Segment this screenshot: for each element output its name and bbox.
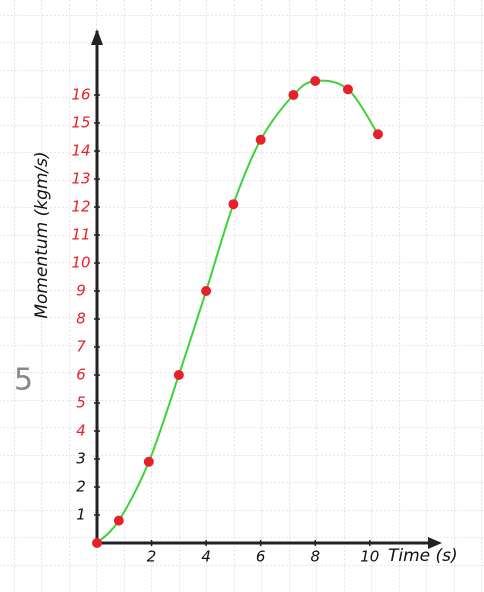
x-tick-label: 2 — [147, 548, 157, 566]
data-point — [288, 90, 298, 100]
y-tick-label: 3 — [76, 450, 86, 468]
x-axis-label: Time (s) — [388, 546, 458, 566]
x-tick-label: 8 — [310, 548, 320, 566]
y-tick-label: 5 — [76, 394, 86, 412]
y-tick-label: 16 — [71, 86, 90, 104]
data-point — [310, 76, 320, 86]
y-tick-label: 1 — [76, 506, 86, 524]
data-point — [256, 135, 266, 145]
y-tick-label: 8 — [76, 310, 86, 328]
y-tick-label: 10 — [71, 254, 90, 272]
data-point — [201, 286, 211, 296]
x-tick-label: 10 — [360, 548, 379, 566]
y-tick-label: 11 — [71, 226, 90, 244]
data-point — [114, 516, 124, 526]
data-point — [92, 538, 102, 548]
y-tick-label: 2 — [76, 478, 86, 496]
y-tick-label: 6 — [76, 366, 86, 384]
y-tick-label: 14 — [71, 142, 90, 160]
data-point — [174, 370, 184, 380]
data-point — [144, 457, 154, 467]
y-tick-label: 13 — [71, 170, 90, 188]
y-axis-label: Momentum (kgm/s) — [32, 151, 52, 318]
data-point — [228, 199, 238, 209]
y-tick-label: 7 — [76, 338, 86, 356]
data-point — [343, 84, 353, 94]
annotation: 5 — [14, 363, 33, 398]
chart: 5 Momentum (kgm/s) Time (s) 123456789101… — [0, 0, 484, 592]
x-tick-label: 4 — [201, 548, 211, 566]
y-tick-label: 12 — [71, 198, 90, 216]
y-tick-label: 9 — [76, 282, 86, 300]
page: {"chart_data": {"type": "line", "x_label… — [0, 0, 484, 592]
y-tick-label: 4 — [76, 422, 86, 440]
x-tick-label: 6 — [256, 548, 266, 566]
data-point — [373, 129, 383, 139]
y-tick-label: 15 — [71, 114, 90, 132]
